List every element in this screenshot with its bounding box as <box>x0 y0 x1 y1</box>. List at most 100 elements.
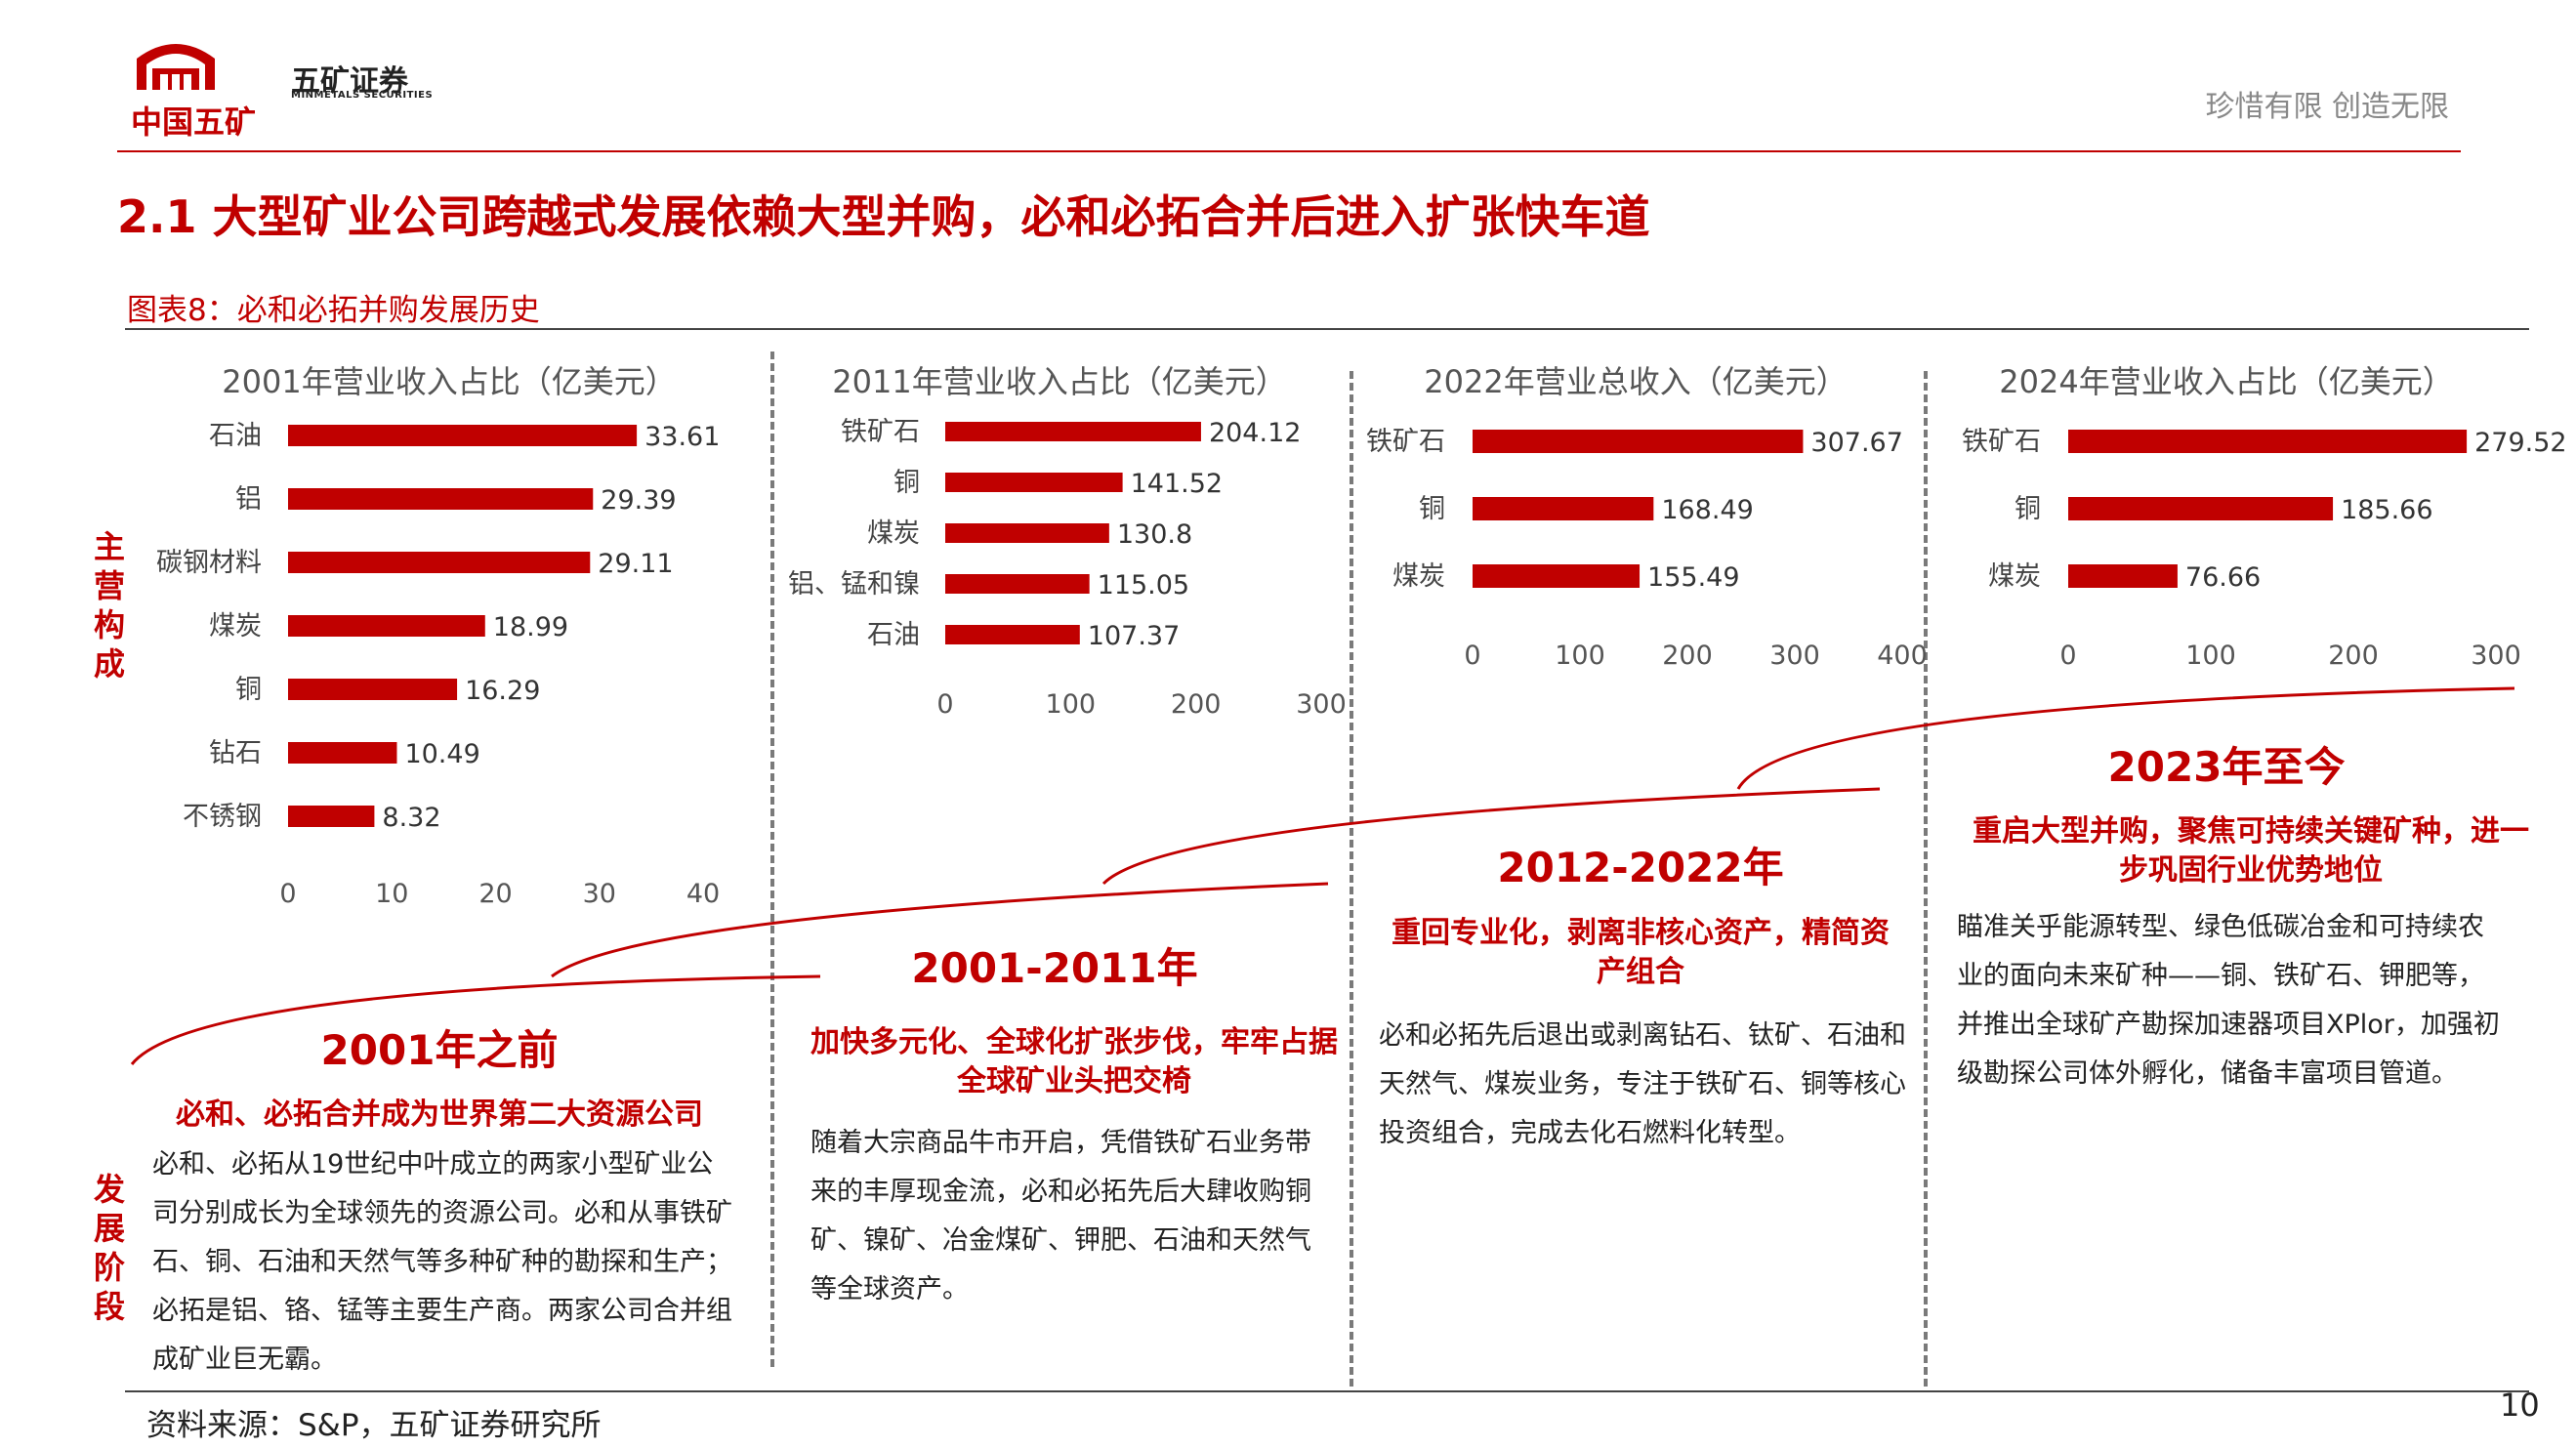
bar <box>288 679 458 700</box>
category-label: 煤炭 <box>1392 561 1445 592</box>
value-label: 130.8 <box>1117 519 1192 550</box>
stage-body: 必和、必拓从19世纪中叶成立的两家小型矿业公司分别成长为全球领先的资源公司。必和… <box>152 1149 732 1375</box>
stage-headline: 加快多元化、全球化扩张步伐，牢牢占据全球矿业头把交椅 <box>810 1025 1338 1098</box>
stage-headline: 必和、必拓合并成为世界第二大资源公司 <box>176 1097 703 1132</box>
category-label: 铁矿石 <box>841 417 920 447</box>
value-label: 115.05 <box>1098 570 1189 600</box>
axis-tick-label: 20 <box>478 879 512 909</box>
axis-tick-label: 0 <box>2059 641 2076 671</box>
bar <box>1473 430 1804 453</box>
company-logo <box>117 29 439 137</box>
bar <box>288 615 485 637</box>
brand-name-cn: 五矿证券 <box>291 64 408 99</box>
value-label: 168.49 <box>1661 495 1753 525</box>
header-divider <box>117 150 2461 152</box>
figure-bottom-rule <box>125 1390 2529 1392</box>
axis-tick-label: 100 <box>1555 641 1605 671</box>
axis-tick-label: 0 <box>1464 641 1480 671</box>
axis-tick-label: 300 <box>1769 641 1820 671</box>
category-label: 铜 <box>893 468 920 498</box>
timeline-arc <box>1736 686 2515 790</box>
stage-body: 瞄准关乎能源转型、绿色低碳冶金和可持续农业的面向未来矿种——铜、铁矿石、钾肥等，… <box>1957 912 2500 1089</box>
page-number: 10 <box>2500 1387 2540 1424</box>
stage-body: 随着大宗商品牛市开启，凭借铁矿石业务带来的丰厚现金流，必和必拓先后大肆收购铜矿、… <box>810 1128 1311 1304</box>
bar <box>288 488 594 510</box>
stage-period: 2001-2011年 <box>911 944 1198 992</box>
bar <box>945 574 1090 594</box>
bar <box>945 422 1201 441</box>
category-label: 钻石 <box>209 738 262 768</box>
axis-tick-label: 300 <box>1296 689 1347 720</box>
category-label: 铜 <box>1419 494 1445 524</box>
value-label: 29.39 <box>601 485 676 516</box>
axis-tick-label: 300 <box>2471 641 2521 671</box>
bar <box>1473 497 1654 520</box>
column-separator <box>1924 371 1928 1387</box>
stage-headline: 重回专业化，剥离非核心资产，精简资产组合 <box>1392 916 1890 989</box>
side-label-stages: 发展阶段 <box>93 1171 125 1325</box>
value-label: 33.61 <box>644 422 720 452</box>
page-title: 2.1 大型矿业公司跨越式发展依赖大型并购，必和必拓合并后进入扩张快车道 <box>117 190 1650 243</box>
category-label: 铜 <box>2015 494 2041 524</box>
axis-tick-label: 0 <box>936 689 953 720</box>
bar <box>288 806 375 827</box>
value-label: 76.66 <box>2185 562 2261 593</box>
value-label: 29.11 <box>598 549 673 579</box>
category-label: 铝 <box>235 484 262 515</box>
category-label: 铝、锰和镍 <box>788 569 920 600</box>
timeline-arc <box>1101 787 1881 886</box>
bar <box>288 552 591 573</box>
category-label: 铁矿石 <box>1962 427 2041 457</box>
value-label: 155.49 <box>1647 562 1739 593</box>
logo-wordmark: 中国五矿 <box>131 104 257 141</box>
bar <box>945 523 1109 543</box>
chart-title: 2024年营业收入占比（亿美元） <box>1999 363 2454 400</box>
figure-top-rule <box>125 328 2529 330</box>
timeline-arc <box>551 882 1329 978</box>
bar <box>2068 497 2334 520</box>
category-label: 煤炭 <box>209 611 262 642</box>
axis-tick-label: 30 <box>583 879 616 909</box>
chart-title: 2022年营业总收入（亿美元） <box>1424 363 1848 400</box>
stage-body: 必和必拓先后退出或剥离钻石、钛矿、石油和天然气、煤炭业务，专注于铁矿石、铜等核心… <box>1379 1020 1906 1148</box>
axis-tick-label: 40 <box>686 879 720 909</box>
chart-title: 2011年营业收入占比（亿美元） <box>832 363 1287 400</box>
axis-tick-label: 100 <box>2185 641 2236 671</box>
bar <box>288 742 397 764</box>
bar <box>288 425 638 446</box>
stage-period: 2001年之前 <box>320 1026 559 1074</box>
chart-title: 2001年营业收入占比（亿美元） <box>222 363 677 400</box>
value-label: 279.52 <box>2474 428 2566 458</box>
minmetals-emblem-icon <box>137 44 215 90</box>
column-separator <box>1350 371 1353 1387</box>
source-note: 资料来源：S&P，五矿证券研究所 <box>146 1408 602 1443</box>
value-label: 307.67 <box>1810 428 1902 458</box>
category-label: 煤炭 <box>1988 561 2041 592</box>
category-label: 碳钢材料 <box>156 548 262 578</box>
figure-label: 图表8：必和必拓并购发展历史 <box>127 293 540 328</box>
bar <box>945 473 1123 492</box>
axis-tick-label: 10 <box>375 879 408 909</box>
category-label: 石油 <box>867 620 920 650</box>
axis-tick-label: 200 <box>1662 641 1713 671</box>
column-separator <box>770 352 774 1367</box>
category-label: 煤炭 <box>867 518 920 549</box>
category-label: 铁矿石 <box>1366 427 1445 457</box>
axis-tick-label: 0 <box>279 879 296 909</box>
value-label: 107.37 <box>1088 621 1180 651</box>
bar <box>1473 564 1641 588</box>
value-label: 204.12 <box>1209 418 1301 448</box>
stage-period: 2023年至今 <box>2107 743 2346 791</box>
stage-period: 2012-2022年 <box>1497 844 1784 891</box>
value-label: 185.66 <box>2341 495 2432 525</box>
value-label: 10.49 <box>404 739 479 769</box>
axis-tick-label: 200 <box>2328 641 2379 671</box>
bar <box>945 625 1080 644</box>
category-label: 石油 <box>209 421 262 451</box>
bar <box>2068 430 2468 453</box>
stage-headline: 重启大型并购，聚焦可持续关键矿种，进一步巩固行业优势地位 <box>1973 814 2529 888</box>
value-label: 18.99 <box>493 612 568 642</box>
brand-name-en: MINMETALS SECURITIES <box>291 90 434 101</box>
